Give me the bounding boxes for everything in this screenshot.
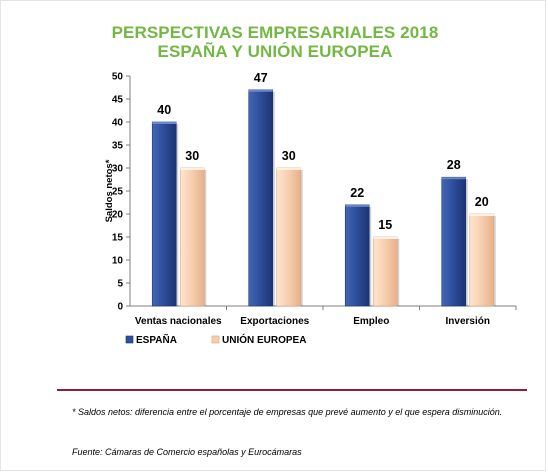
data-label: 47: [254, 71, 268, 85]
data-label: 28: [447, 158, 461, 172]
data-label: 20: [475, 195, 489, 209]
y-tick-label: 50: [112, 72, 124, 83]
bar-union-europea: [469, 213, 495, 307]
y-axis-label: Saldos netos*: [104, 159, 115, 222]
data-label: 30: [282, 149, 296, 163]
bar-espana: [248, 89, 274, 307]
bar-union-europea: [276, 167, 302, 307]
source-note: Fuente: Cámaras de Comercio españolas y …: [72, 447, 302, 457]
bar-top-highlight: [373, 237, 398, 239]
x-tick-label: Empleo: [353, 316, 389, 327]
y-tick-label: 0: [117, 302, 123, 313]
footnote: * Saldos netos: diferencia entre el porc…: [72, 407, 503, 417]
x-tick-label: Inversión: [446, 316, 490, 327]
bar-espana: [441, 176, 467, 307]
data-label: 40: [157, 103, 171, 117]
y-tick-label: 25: [112, 187, 124, 198]
data-label: 22: [350, 186, 364, 200]
bar-top-highlight: [248, 89, 273, 92]
y-tick-label: 35: [112, 141, 124, 152]
y-tick-label: 30: [112, 164, 124, 175]
footer-divider: [57, 389, 527, 391]
bar-top-highlight: [276, 168, 301, 170]
chart-subtitle: ESPAÑA Y UNIÓN EUROPEA: [157, 42, 393, 61]
data-label: 30: [185, 149, 199, 163]
x-tick-label: Ventas nacionales: [135, 316, 222, 327]
legend-swatch: [125, 335, 134, 344]
chart-title: PERSPECTIVAS EMPRESARIALES 2018: [111, 23, 439, 42]
bar-espana: [344, 204, 370, 307]
data-label: 15: [378, 218, 392, 232]
bar-union-europea: [179, 167, 205, 307]
bar-top-highlight: [152, 122, 177, 124]
bar-top-highlight: [469, 214, 494, 216]
y-tick-label: 20: [112, 210, 124, 221]
bar-top-highlight: [441, 177, 466, 180]
y-tick-label: 5: [117, 279, 123, 290]
legend-label: UNIÓN EUROPEA: [222, 333, 306, 346]
legend-label: ESPAÑA: [136, 333, 177, 346]
bar-top-highlight: [180, 168, 205, 170]
legend-swatch: [211, 335, 220, 344]
y-tick-label: 45: [112, 95, 124, 106]
y-tick-label: 10: [112, 256, 124, 267]
bar-espana: [151, 121, 177, 307]
bar-chart: 0 5 10 15 20 25 30 35 40 45 50 Saldos netos* Ventas …: [104, 71, 517, 346]
bar-union-europea: [372, 236, 398, 307]
y-tick-label: 15: [112, 233, 124, 244]
x-tick-label: Exportaciones: [240, 316, 309, 327]
y-tick-label: 40: [112, 118, 124, 129]
bar-top-highlight: [345, 204, 370, 207]
